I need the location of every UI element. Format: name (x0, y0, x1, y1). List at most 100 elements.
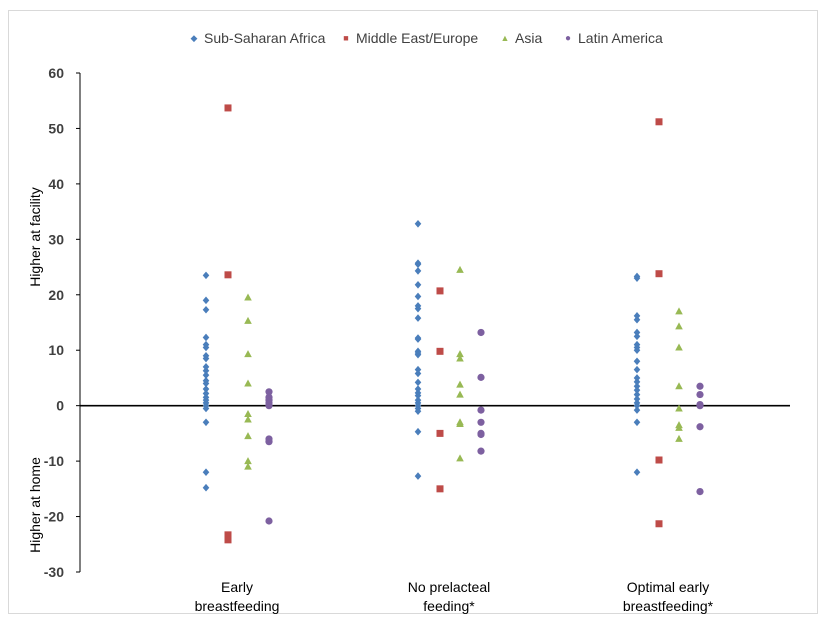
data-point-middle-east-europe (436, 485, 444, 493)
data-point-latin-america (477, 418, 485, 426)
data-point-sub-saharan-africa (633, 374, 641, 382)
data-point-sub-saharan-africa (202, 385, 210, 393)
y-tick-label: -30 (44, 564, 64, 580)
data-point-asia (456, 350, 464, 358)
x-category-label: Optimal early (627, 579, 709, 595)
data-point-latin-america (265, 388, 273, 396)
data-point-sub-saharan-africa (202, 354, 210, 363)
data-point-latin-america (265, 517, 273, 525)
legend: ◆ Sub-Saharan Africa ■ Middle East/Europe ▲ A… (0, 30, 821, 50)
data-point-middle-east-europe (436, 429, 444, 437)
data-point-asia (456, 380, 464, 388)
legend-marker-circle-icon: ● (564, 32, 572, 44)
data-point-sub-saharan-africa (633, 274, 641, 282)
legend-label: Asia (515, 30, 543, 46)
data-point-sub-saharan-africa (414, 350, 422, 359)
legend-label: Sub-Saharan Africa (204, 30, 326, 46)
data-point-middle-east-europe (224, 531, 232, 539)
data-point-sub-saharan-africa (202, 363, 210, 371)
data-point-asia (675, 322, 683, 330)
data-point-sub-saharan-africa (414, 385, 422, 393)
data-point-sub-saharan-africa (414, 260, 422, 269)
y-tick-label: 30 (48, 231, 64, 247)
y-tick-label: 60 (48, 65, 64, 81)
data-point-asia (456, 265, 464, 273)
data-point-sub-saharan-africa (633, 357, 641, 366)
data-point-middle-east-europe (655, 270, 663, 278)
y-tick-label: 0 (56, 398, 64, 414)
data-point-asia (244, 432, 252, 440)
data-point-sub-saharan-africa (633, 390, 641, 399)
data-point-asia (244, 462, 252, 470)
data-point-asia (244, 350, 252, 358)
data-point-asia (675, 404, 683, 412)
data-point-latin-america (696, 423, 704, 431)
data-point-sub-saharan-africa (414, 304, 422, 313)
data-point-sub-saharan-africa (202, 468, 210, 476)
data-point-latin-america (477, 447, 485, 455)
data-point-sub-saharan-africa (414, 280, 422, 289)
data-point-sub-saharan-africa (202, 404, 210, 413)
y-tick-label: 10 (48, 342, 64, 358)
data-point-sub-saharan-africa (633, 328, 641, 337)
legend-label: Latin America (578, 30, 663, 46)
data-point-sub-saharan-africa (202, 366, 210, 375)
data-point-sub-saharan-africa (633, 378, 641, 386)
x-category-label: breastfeeding (195, 598, 280, 614)
data-point-sub-saharan-africa (633, 468, 641, 476)
data-point-sub-saharan-africa (633, 332, 641, 341)
data-point-latin-america (696, 402, 704, 410)
data-point-sub-saharan-africa (414, 472, 422, 480)
chart-frame (8, 10, 818, 614)
data-point-sub-saharan-africa (202, 389, 210, 398)
data-point-sub-saharan-africa (414, 378, 422, 387)
data-point-latin-america (477, 430, 485, 439)
data-point-asia (456, 390, 464, 398)
data-point-latin-america (696, 382, 704, 390)
data-point-sub-saharan-africa (414, 365, 422, 374)
data-point-middle-east-europe (224, 104, 232, 112)
data-point-sub-saharan-africa (414, 427, 422, 436)
data-point-sub-saharan-africa (633, 386, 641, 394)
data-point-asia (456, 454, 464, 462)
data-point-sub-saharan-africa (202, 305, 210, 314)
data-point-sub-saharan-africa (633, 406, 641, 414)
y-tick-label: 40 (48, 176, 64, 192)
data-point-asia (244, 415, 252, 423)
data-point-asia (244, 316, 252, 324)
data-point-latin-america (696, 488, 704, 496)
y-tick-label: -20 (44, 509, 64, 525)
data-point-middle-east-europe (655, 520, 663, 528)
data-point-sub-saharan-africa (202, 296, 210, 305)
data-point-latin-america (265, 402, 273, 410)
legend-item: ▲ Asia (499, 30, 543, 46)
data-point-asia (675, 423, 683, 431)
data-point-latin-america (477, 373, 485, 381)
data-point-latin-america (696, 390, 704, 399)
data-point-middle-east-europe (436, 347, 444, 355)
data-point-sub-saharan-africa (414, 369, 422, 378)
legend-marker-square-icon: ■ (343, 33, 349, 43)
y-tick-label: 20 (48, 287, 64, 303)
data-point-latin-america (477, 406, 485, 414)
data-point-sub-saharan-africa (414, 407, 422, 416)
legend-label: Middle East/Europe (356, 30, 479, 46)
legend-item: ◆ Sub-Saharan Africa (188, 30, 326, 46)
x-category-label: feeding* (423, 598, 475, 614)
data-point-sub-saharan-africa (414, 267, 422, 275)
legend-marker-diamond-icon: ◆ (190, 32, 198, 43)
data-point-asia (244, 379, 252, 387)
data-point-sub-saharan-africa (633, 365, 641, 374)
data-point-sub-saharan-africa (633, 315, 641, 324)
y-tick-label: 50 (48, 120, 64, 136)
data-point-sub-saharan-africa (633, 382, 641, 391)
x-category-label: No prelacteal (408, 579, 491, 595)
data-point-sub-saharan-africa (202, 379, 210, 388)
data-point-asia (675, 307, 683, 315)
data-point-asia (244, 457, 252, 465)
data-point-asia (675, 382, 683, 390)
data-point-sub-saharan-africa (414, 391, 422, 400)
data-point-sub-saharan-africa (633, 346, 641, 355)
data-point-sub-saharan-africa (414, 220, 422, 228)
y-axis-label-top: Higher at facility (27, 187, 43, 287)
